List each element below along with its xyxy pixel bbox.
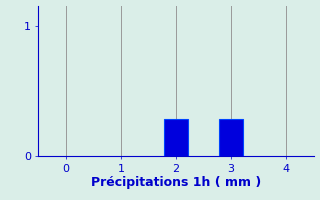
Bar: [219, 119, 244, 156]
X-axis label: Précipitations 1h ( mm ): Précipitations 1h ( mm ): [91, 176, 261, 189]
Bar: [164, 119, 188, 156]
